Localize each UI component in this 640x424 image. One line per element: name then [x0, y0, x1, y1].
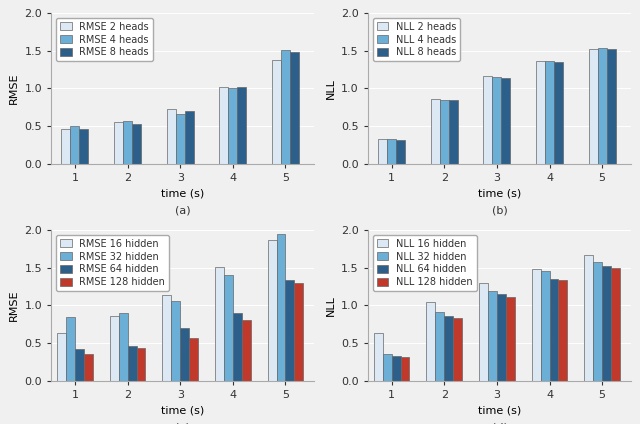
Bar [285, 279, 294, 380]
Bar [383, 354, 392, 380]
X-axis label: time (s): time (s) [478, 188, 521, 198]
Bar [118, 313, 127, 380]
Bar [554, 62, 563, 164]
Bar [114, 122, 123, 164]
Bar [401, 357, 410, 380]
Bar [57, 333, 66, 380]
Bar [488, 291, 497, 380]
Text: (a): (a) [175, 206, 191, 216]
Bar [109, 316, 118, 380]
Bar [479, 283, 488, 380]
Bar [541, 271, 550, 380]
Bar [589, 49, 598, 164]
Bar [607, 49, 616, 164]
Bar [123, 121, 132, 164]
Bar [392, 356, 401, 380]
Bar [497, 294, 506, 380]
Bar [242, 320, 251, 380]
Bar [440, 100, 449, 164]
Bar [374, 333, 383, 380]
Bar [268, 240, 276, 380]
Bar [167, 109, 176, 164]
Bar [281, 50, 290, 164]
Bar [127, 346, 136, 380]
Bar [172, 301, 180, 380]
X-axis label: time (s): time (s) [478, 405, 521, 415]
Bar [378, 139, 387, 164]
Bar [492, 77, 501, 164]
Bar [180, 328, 189, 380]
Bar [611, 268, 620, 380]
Y-axis label: RMSE: RMSE [9, 290, 19, 321]
Bar [185, 111, 194, 164]
Bar [453, 318, 462, 380]
Bar [215, 267, 224, 380]
Bar [444, 316, 453, 380]
Legend: RMSE 2 heads, RMSE 4 heads, RMSE 8 heads: RMSE 2 heads, RMSE 4 heads, RMSE 8 heads [56, 18, 153, 61]
Bar [435, 312, 444, 380]
Bar [584, 255, 593, 380]
Bar [79, 129, 88, 164]
Bar [593, 262, 602, 380]
Bar [545, 61, 554, 164]
Bar [483, 76, 492, 164]
Y-axis label: NLL: NLL [326, 295, 335, 315]
Bar [426, 302, 435, 380]
Bar [84, 354, 93, 380]
Bar [189, 338, 198, 380]
X-axis label: time (s): time (s) [161, 188, 204, 198]
Bar [70, 126, 79, 164]
X-axis label: time (s): time (s) [161, 405, 204, 415]
Bar [276, 234, 285, 380]
Legend: NLL 2 heads, NLL 4 heads, NLL 8 heads: NLL 2 heads, NLL 4 heads, NLL 8 heads [372, 18, 460, 61]
Bar [532, 269, 541, 380]
Text: (c): (c) [175, 423, 190, 424]
Bar [233, 313, 242, 380]
Legend: RMSE 16 hidden, RMSE 32 hidden, RMSE 64 hidden, RMSE 128 hidden: RMSE 16 hidden, RMSE 32 hidden, RMSE 64 … [56, 235, 169, 291]
Bar [602, 266, 611, 380]
Bar [228, 88, 237, 164]
Bar [536, 61, 545, 164]
Bar [396, 140, 405, 164]
Bar [598, 47, 607, 164]
Bar [75, 349, 84, 380]
Bar [136, 348, 145, 380]
Bar [290, 52, 299, 164]
Bar [294, 283, 303, 380]
Bar [550, 279, 559, 380]
Bar [224, 275, 233, 380]
Legend: NLL 16 hidden, NLL 32 hidden, NLL 64 hidden, NLL 128 hidden: NLL 16 hidden, NLL 32 hidden, NLL 64 hid… [372, 235, 477, 291]
Bar [66, 317, 75, 380]
Bar [272, 60, 281, 164]
Bar [449, 100, 458, 164]
Text: (d): (d) [492, 423, 508, 424]
Bar [163, 295, 172, 380]
Bar [61, 129, 70, 164]
Bar [176, 114, 185, 164]
Text: (b): (b) [492, 206, 508, 216]
Bar [431, 99, 440, 164]
Bar [237, 87, 246, 164]
Bar [387, 139, 396, 164]
Y-axis label: NLL: NLL [326, 78, 335, 99]
Bar [220, 87, 228, 164]
Bar [501, 78, 510, 164]
Bar [506, 297, 515, 380]
Bar [559, 280, 568, 380]
Bar [132, 124, 141, 164]
Y-axis label: RMSE: RMSE [9, 73, 19, 104]
